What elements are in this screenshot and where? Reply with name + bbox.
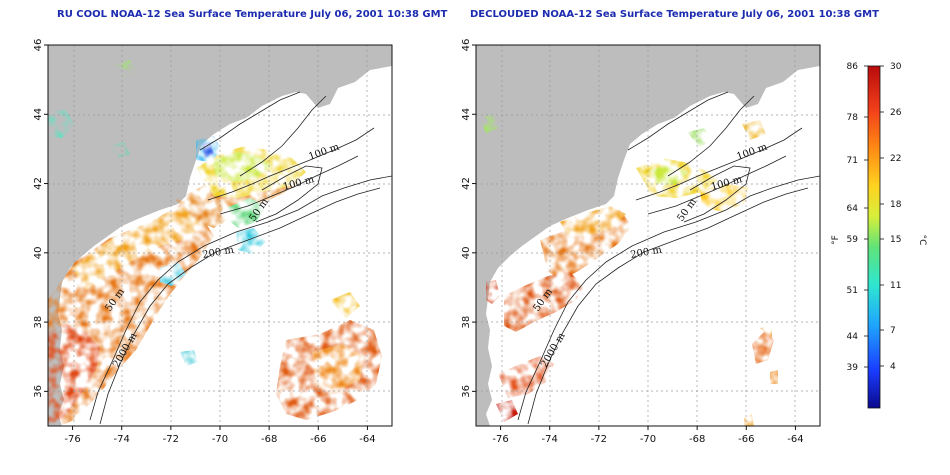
right-contours	[517, 91, 820, 425]
right-x-tick-label: -64	[787, 434, 803, 445]
left-x-tick-label: -64	[359, 434, 375, 445]
right-x-tick-label: -74	[542, 434, 558, 445]
colorbar-f-tick-label: 39	[847, 363, 859, 373]
colorbar-f-tick-label: 71	[847, 156, 858, 166]
colorbar-gradient	[867, 65, 881, 409]
left-gridlines	[48, 45, 392, 426]
right-y-tick-label: 38	[461, 316, 472, 329]
left-y-tick-label: 46	[33, 39, 44, 52]
right-x-tick-label: -66	[738, 434, 754, 445]
right-y-tick-label: 40	[461, 246, 472, 259]
right-x-tick-label: -70	[640, 434, 656, 445]
right-y-tick-label: 46	[461, 39, 472, 52]
left-x-tick-label: -76	[64, 434, 80, 445]
colorbar-f-tick-label: 86	[847, 62, 859, 72]
colorbar-c-tick-label: 18	[890, 200, 902, 210]
right-x-tick-label: -72	[591, 434, 607, 445]
colorbar-c-tick-label: 11	[890, 281, 901, 291]
colorbar-c-tick-label: 22	[890, 154, 901, 164]
right-panel-title: DECLOUDED NOAA-12 Sea Surface Temperatur…	[470, 9, 879, 20]
right-y-tick-label: 44	[461, 108, 472, 121]
left-y-tick-label: 36	[33, 385, 44, 398]
colorbar-c-tick-label: 4	[890, 362, 896, 372]
left-map	[48, 45, 392, 426]
right-map	[476, 45, 820, 426]
left-y-tick-label: 38	[33, 316, 44, 329]
left-sst-layer	[48, 60, 382, 426]
colorbar-celsius-unit: °C	[917, 235, 927, 246]
left-land	[48, 45, 392, 426]
colorbar: 86 78 71 64 59 51 44 39 30 26 22 18 15 11 7 4 °F °C	[831, 62, 927, 409]
left-x-tick-label: -72	[163, 434, 179, 445]
colorbar-f-tick-label: 78	[847, 113, 859, 123]
left-x-tick-label: -66	[310, 434, 326, 445]
colorbar-f-tick-label: 64	[847, 204, 859, 214]
colorbar-c-tick-label: 30	[890, 62, 902, 72]
colorbar-c-tick-label: 26	[890, 108, 902, 118]
left-x-tick-label: -70	[212, 434, 228, 445]
colorbar-c-tick-label: 15	[890, 235, 901, 245]
right-land	[476, 45, 820, 426]
colorbar-f-tick-label: 44	[847, 332, 859, 342]
left-panel-title: RU COOL NOAA-12 Sea Surface Temperature …	[57, 9, 448, 20]
right-y-tick-label: 36	[461, 385, 472, 398]
colorbar-ticks: 86 78 71 64 59 51 44 39 30 26 22 18 15 11 7 4	[847, 62, 902, 373]
left-x-tick-label: -74	[114, 434, 130, 445]
right-x-tick-label: -68	[689, 434, 705, 445]
right-y-tick-label: 42	[461, 177, 472, 190]
right-gridlines	[476, 45, 820, 426]
axis-layer: -76 -74 -72 -70 -68 -66 -64 36 38 40 42 44 46 -76 -74 -…	[33, 39, 804, 445]
left-y-tick-label: 42	[33, 177, 44, 190]
colorbar-c-tick-label: 7	[890, 326, 896, 336]
colorbar-f-tick-label: 59	[847, 235, 859, 245]
left-contours	[89, 91, 392, 425]
left-y-tick-label: 40	[33, 246, 44, 259]
left-y-tick-label: 44	[33, 108, 44, 121]
left-x-tick-label: -68	[261, 434, 277, 445]
right-x-tick-label: -76	[492, 434, 508, 445]
colorbar-f-tick-label: 51	[847, 286, 858, 296]
colorbar-fahrenheit-unit: °F	[831, 235, 841, 245]
